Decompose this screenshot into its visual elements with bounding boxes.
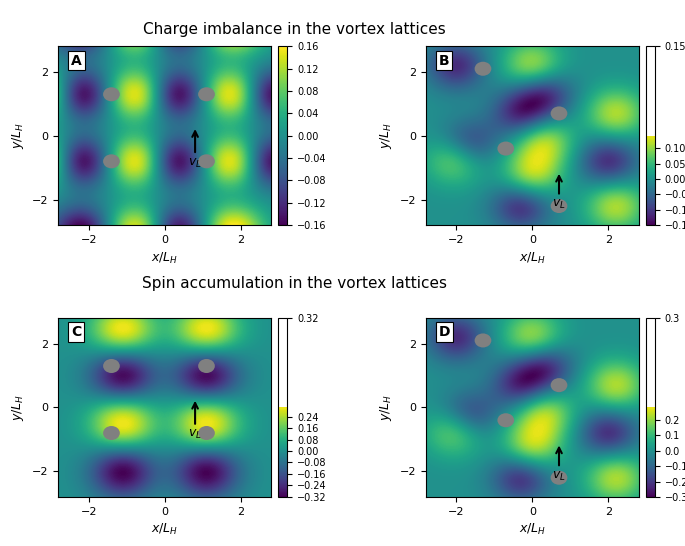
Text: D: D	[438, 325, 450, 339]
Text: $v_L$: $v_L$	[552, 470, 566, 483]
Text: Spin accumulation in the vortex lattices: Spin accumulation in the vortex lattices	[142, 276, 447, 290]
Circle shape	[551, 199, 567, 213]
Circle shape	[551, 471, 567, 485]
X-axis label: $x/L_H$: $x/L_H$	[151, 522, 178, 537]
Y-axis label: $y/L_H$: $y/L_H$	[10, 394, 27, 421]
Y-axis label: $y/L_H$: $y/L_H$	[378, 122, 394, 150]
Circle shape	[497, 141, 514, 156]
Circle shape	[551, 378, 567, 392]
X-axis label: $x/L_H$: $x/L_H$	[519, 522, 546, 537]
Circle shape	[103, 426, 120, 440]
Y-axis label: $y/L_H$: $y/L_H$	[378, 394, 394, 421]
Text: Charge imbalance in the vortex lattices: Charge imbalance in the vortex lattices	[143, 22, 446, 37]
X-axis label: $x/L_H$: $x/L_H$	[519, 251, 546, 265]
Circle shape	[475, 62, 491, 76]
Circle shape	[198, 87, 215, 102]
Circle shape	[103, 359, 120, 373]
Circle shape	[198, 426, 215, 440]
Circle shape	[198, 359, 215, 373]
Text: $v_L$: $v_L$	[552, 198, 566, 211]
Circle shape	[198, 155, 215, 168]
Y-axis label: $y/L_H$: $y/L_H$	[10, 122, 27, 150]
X-axis label: $x/L_H$: $x/L_H$	[151, 251, 178, 265]
Circle shape	[103, 155, 120, 168]
Text: $v_L$: $v_L$	[188, 428, 202, 441]
Circle shape	[475, 334, 491, 347]
Text: C: C	[71, 325, 82, 339]
Text: B: B	[438, 54, 449, 68]
Text: A: A	[71, 54, 82, 68]
Circle shape	[103, 87, 120, 102]
Circle shape	[551, 106, 567, 121]
Text: $v_L$: $v_L$	[188, 157, 202, 170]
Circle shape	[497, 413, 514, 428]
